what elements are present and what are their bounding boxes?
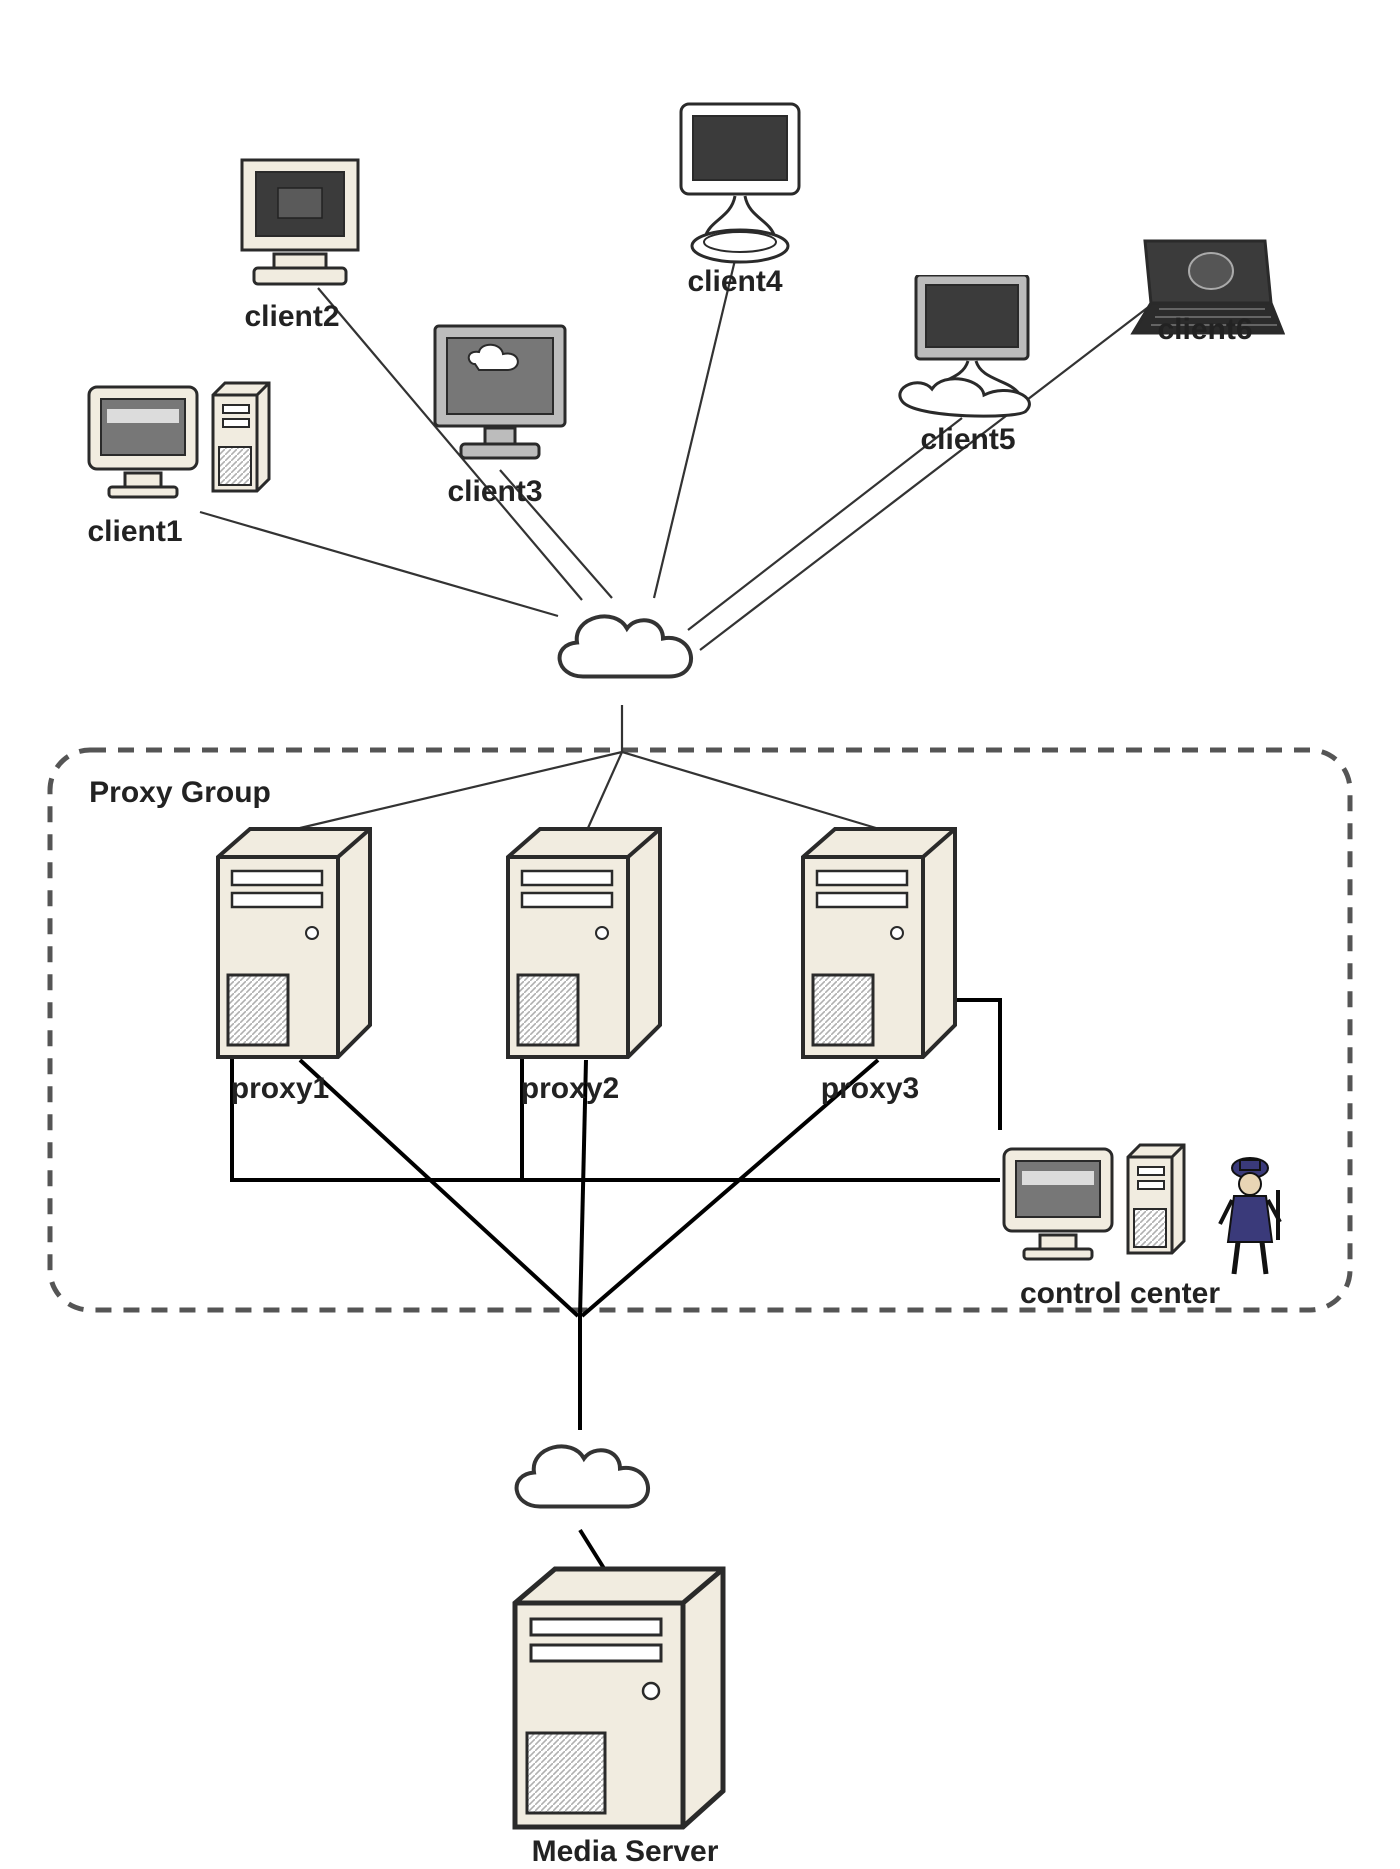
client2-icon (230, 150, 370, 305)
proxy2-label: proxy2 (521, 1072, 619, 1106)
cloud2-icon (502, 1420, 662, 1540)
media-icon (505, 1565, 735, 1840)
cloud1-icon (545, 590, 705, 710)
proxy3-label: proxy3 (821, 1072, 919, 1106)
diagram-stage: Proxy Group client1 client2 (0, 0, 1400, 1848)
proxy1-icon (210, 825, 380, 1070)
client1-label: client1 (87, 515, 182, 549)
proxy1-label: proxy1 (231, 1072, 329, 1106)
proxy3-icon (795, 825, 965, 1070)
guard-icon (1210, 1150, 1290, 1285)
client6-label: client6 (1157, 313, 1252, 347)
client5-label: client5 (920, 423, 1015, 457)
client3-icon (425, 320, 575, 475)
client3-label: client3 (447, 475, 542, 509)
group-label: Proxy Group (89, 776, 271, 810)
client4-label: client4 (687, 265, 782, 299)
client4-icon (665, 100, 815, 270)
control-label: control center (1020, 1277, 1220, 1311)
proxy2-icon (500, 825, 670, 1070)
client2-label: client2 (244, 300, 339, 334)
client1-icon (85, 365, 285, 520)
media-label: Media Server (532, 1835, 719, 1869)
client5-icon (890, 275, 1055, 425)
control-icon (1000, 1127, 1200, 1282)
